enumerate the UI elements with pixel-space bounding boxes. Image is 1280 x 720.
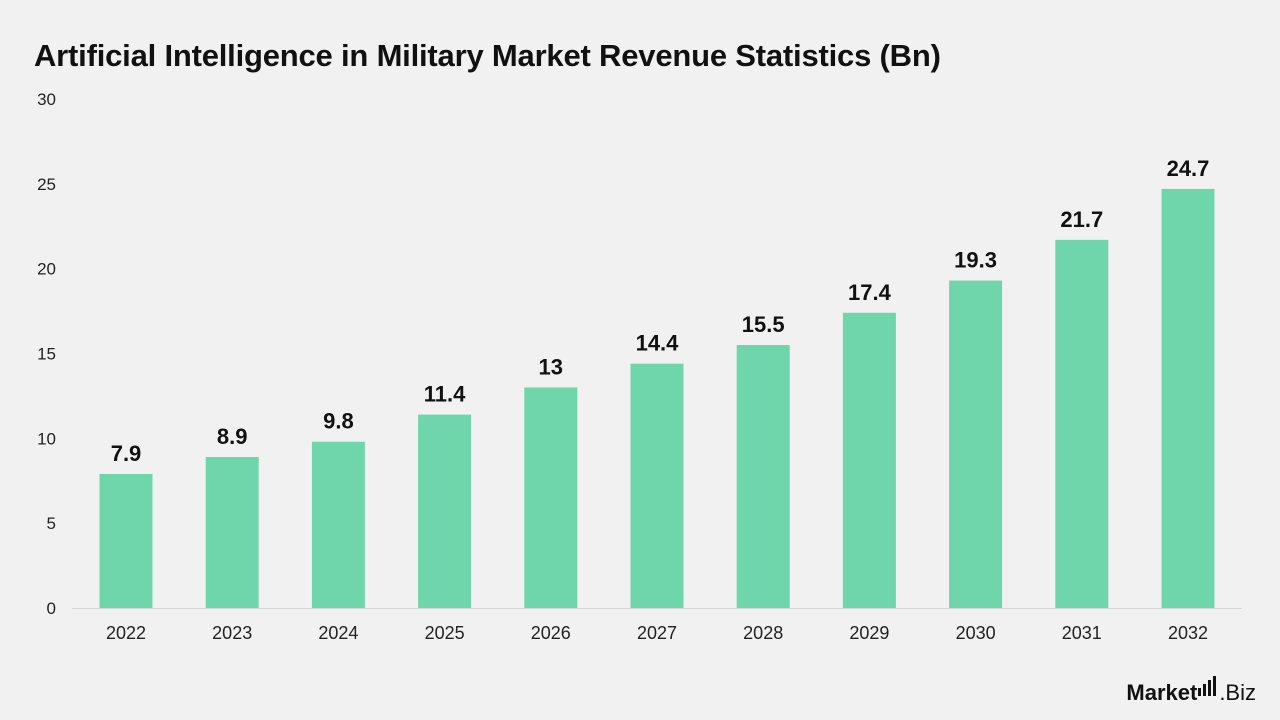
bar-chart-icon xyxy=(1198,676,1217,696)
bar xyxy=(1055,239,1109,608)
y-tick-label: 25 xyxy=(37,175,56,194)
y-tick-label: 20 xyxy=(37,260,56,279)
data-label: 8.9 xyxy=(217,424,248,449)
x-tick-label: 2022 xyxy=(106,623,146,643)
bar xyxy=(205,456,259,608)
data-label: 21.7 xyxy=(1060,207,1103,232)
y-tick-label: 5 xyxy=(47,514,56,533)
y-tick-label: 30 xyxy=(37,90,56,109)
x-tick-label: 2031 xyxy=(1062,623,1102,643)
data-label: 17.4 xyxy=(848,280,892,305)
bar xyxy=(418,414,472,608)
logo-suffix: .Biz xyxy=(1219,680,1256,705)
bar xyxy=(736,345,790,608)
bar xyxy=(524,387,578,608)
data-label: 15.5 xyxy=(742,312,785,337)
data-label: 13 xyxy=(539,354,563,379)
x-tick-label: 2023 xyxy=(212,623,252,643)
x-tick-label: 2029 xyxy=(849,623,889,643)
bar xyxy=(842,312,896,608)
x-tick-label: 2027 xyxy=(637,623,677,643)
bar xyxy=(630,363,684,608)
bar xyxy=(1161,188,1215,608)
x-tick-label: 2032 xyxy=(1168,623,1208,643)
x-tick-label: 2030 xyxy=(956,623,996,643)
logo-name: Market xyxy=(1126,680,1198,705)
data-label: 7.9 xyxy=(111,441,142,466)
data-label: 9.8 xyxy=(323,409,354,434)
bar xyxy=(949,280,1003,608)
x-tick-label: 2024 xyxy=(318,623,358,643)
chart-title: Artificial Intelligence in Military Mark… xyxy=(34,38,941,73)
x-tick-label: 2026 xyxy=(531,623,571,643)
bar xyxy=(311,441,365,608)
x-tick-label: 2028 xyxy=(743,623,783,643)
y-tick-label: 0 xyxy=(47,599,56,618)
x-tick-label: 2025 xyxy=(425,623,465,643)
y-tick-label: 10 xyxy=(37,429,56,448)
data-label: 24.7 xyxy=(1167,156,1210,181)
data-label: 11.4 xyxy=(424,382,466,407)
data-label: 14.4 xyxy=(636,331,680,356)
data-label: 19.3 xyxy=(954,248,997,273)
bar xyxy=(99,473,153,608)
y-tick-label: 15 xyxy=(37,345,56,364)
marketbiz-logo: Market .Biz xyxy=(1126,676,1256,706)
